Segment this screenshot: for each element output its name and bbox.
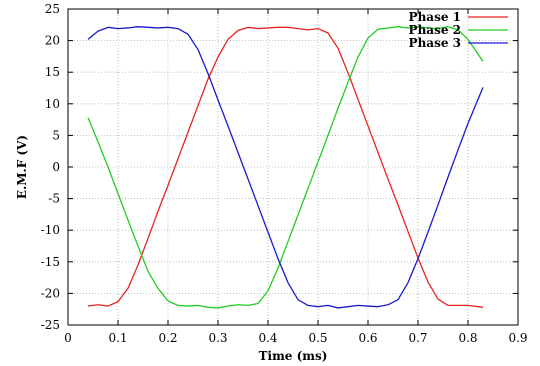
series-line-phase-2: [87, 26, 484, 309]
x-tick-label: 0.1: [108, 331, 127, 345]
y-tick-label: -15: [41, 255, 60, 269]
grid: [68, 9, 518, 325]
x-tick-label: 0: [64, 331, 72, 345]
series-line-phase-1: [87, 26, 484, 308]
legend-label-phase-3: Phase 3: [409, 36, 461, 50]
legend-label-phase-1: Phase 1: [409, 10, 461, 24]
x-tick-label: 0.6: [358, 331, 377, 345]
x-tick-label: 0.3: [208, 331, 227, 345]
x-tick-label: 0.5: [308, 331, 327, 345]
x-tick-label: 0.9: [508, 331, 527, 345]
y-tick-label: 20: [45, 34, 60, 48]
series-lines: [87, 26, 484, 309]
y-tick-label: 15: [45, 65, 60, 79]
x-tick-label: 0.7: [408, 331, 427, 345]
x-tick-label: 0.2: [158, 331, 177, 345]
y-axis-label: E.M.F (V): [15, 135, 29, 199]
axis-ticks: 0 0.1 0.2 0.3 0.4 0.5 0.6 0.7 0.8 0.9 -25 -20 -15 -10…: [41, 2, 528, 345]
y-tick-label: 25: [45, 2, 60, 16]
legend-label-phase-2: Phase 2: [409, 23, 461, 37]
y-tick-label: 5: [52, 128, 60, 142]
x-tick-label: 0.8: [458, 331, 477, 345]
y-tick-label: 10: [45, 97, 60, 111]
series-line-phase-3: [87, 26, 484, 309]
y-tick-label: -10: [41, 223, 60, 237]
y-tick-label: -20: [41, 286, 60, 300]
x-axis-label: Time (ms): [259, 349, 328, 363]
y-tick-label: -5: [48, 192, 60, 206]
x-tick-label: 0.4: [258, 331, 277, 345]
y-tick-label: -25: [41, 318, 60, 332]
y-tick-label: 0: [52, 160, 60, 174]
